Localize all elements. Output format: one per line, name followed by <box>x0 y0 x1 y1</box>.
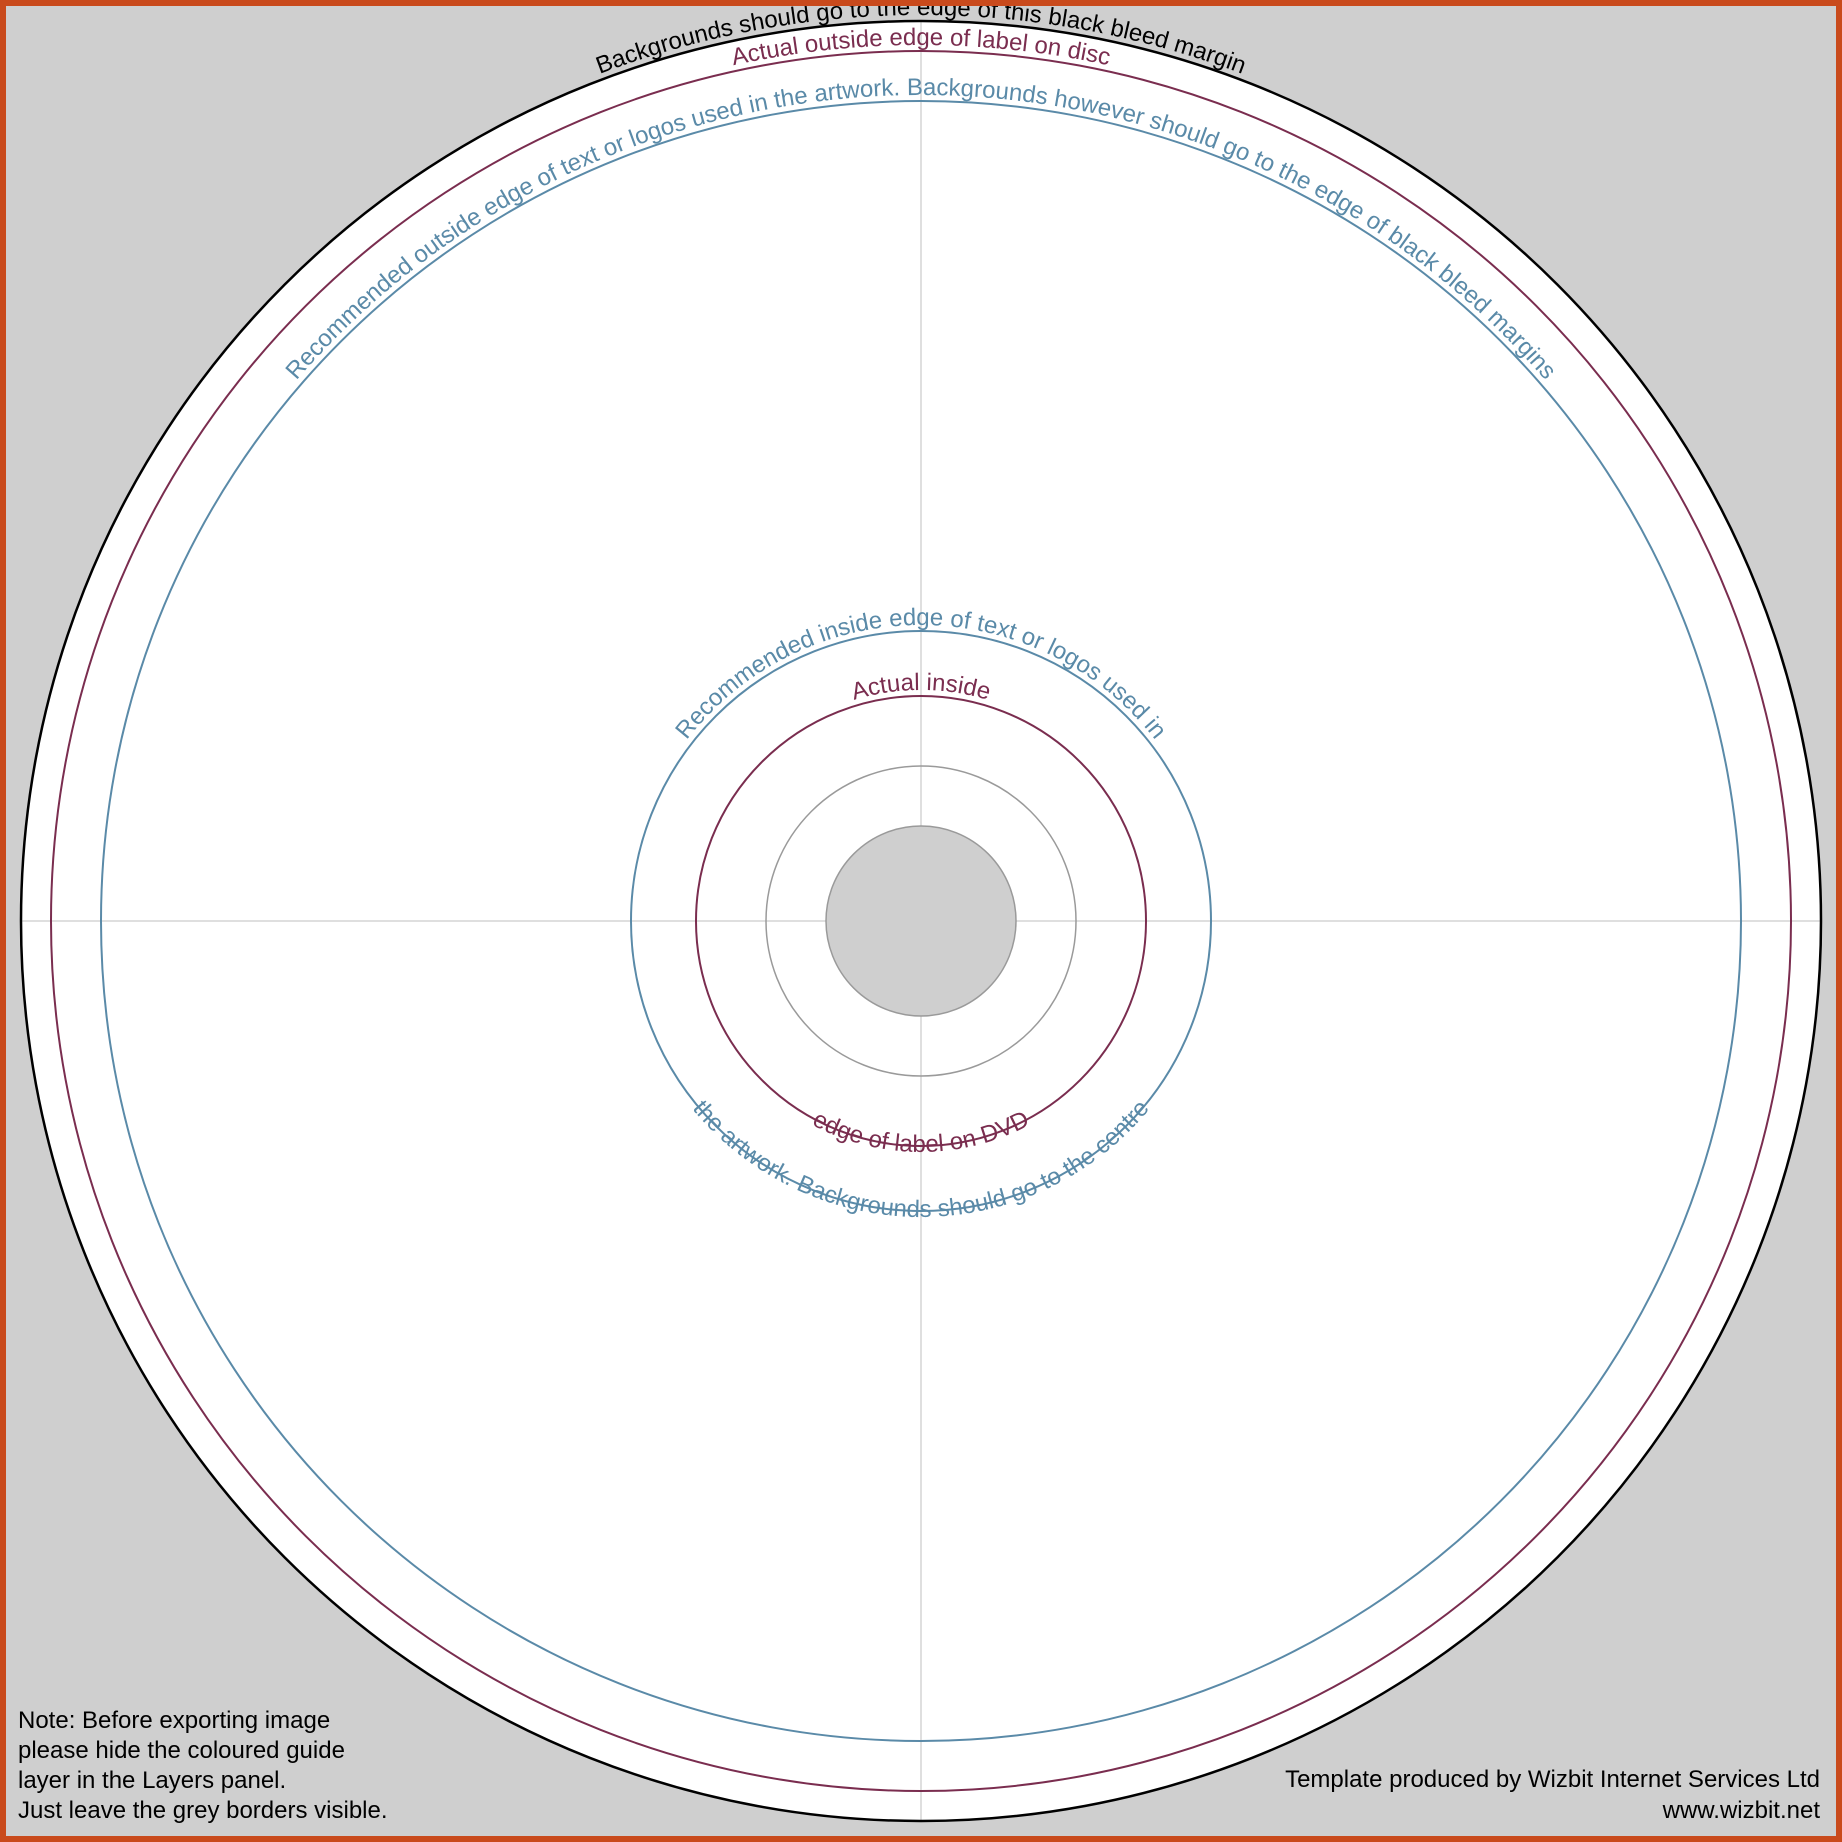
credit-text: Template produced by Wizbit Internet Ser… <box>1285 1764 1820 1826</box>
disc-diagram: Backgrounds should go to the edge of thi… <box>6 6 1836 1836</box>
export-note: Note: Before exporting image please hide… <box>18 1706 388 1826</box>
template-frame: Backgrounds should go to the edge of thi… <box>0 0 1842 1842</box>
